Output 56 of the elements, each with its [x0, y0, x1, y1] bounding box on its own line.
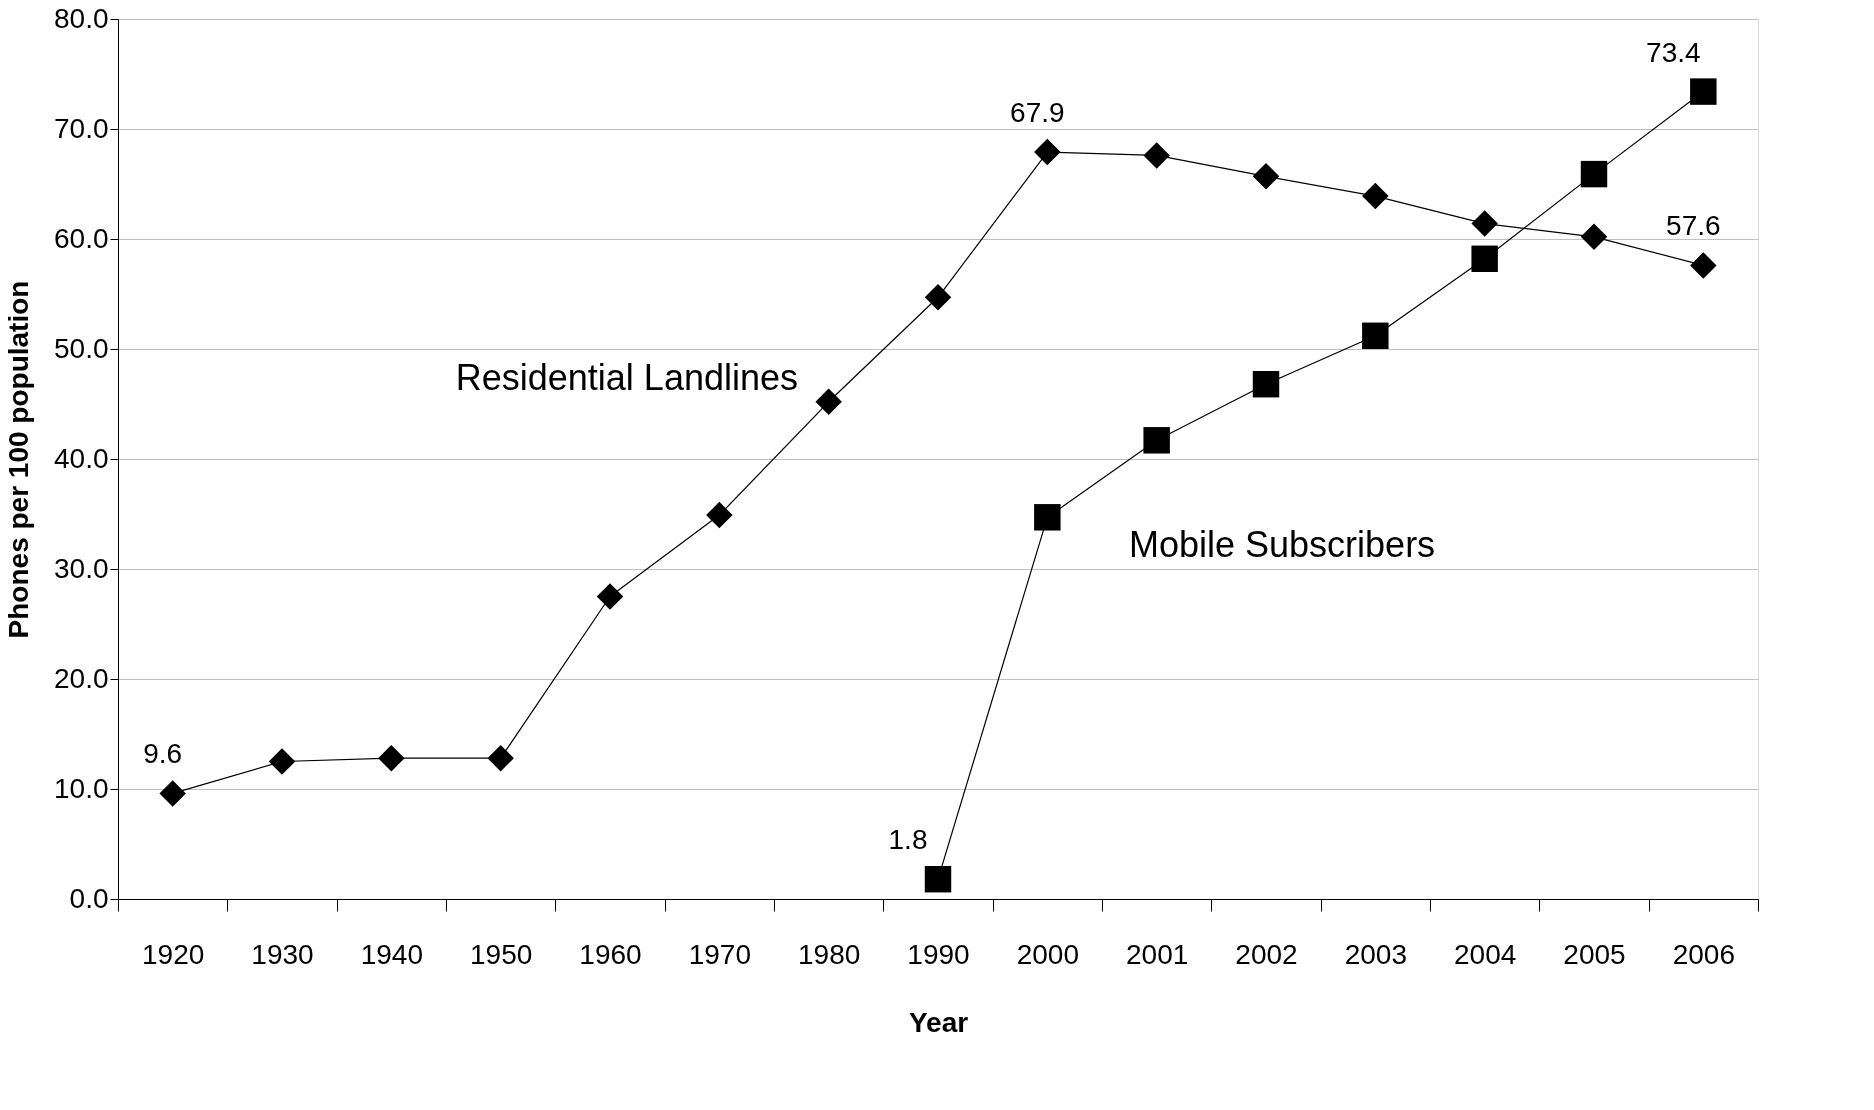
x-tick-label: 1950 — [470, 938, 533, 970]
x-tick-label: 1920 — [142, 938, 205, 970]
point — [378, 744, 405, 772]
point — [1690, 252, 1717, 279]
point — [1252, 163, 1280, 190]
point — [159, 780, 186, 807]
x-tick-label: 2000 — [1016, 938, 1079, 970]
point — [1362, 182, 1389, 210]
x-tick-label: 2001 — [1126, 938, 1189, 970]
y-tick-label: 70.0 — [54, 112, 109, 144]
point — [1580, 160, 1608, 188]
data-label: 73.4 — [1646, 36, 1701, 68]
y-tick-label: 20.0 — [54, 662, 109, 694]
series-label: Mobile Subscribers — [1129, 524, 1436, 565]
y-tick-label: 50.0 — [54, 332, 109, 364]
point — [487, 744, 514, 772]
x-tick-label: 1980 — [798, 938, 861, 970]
point — [1471, 210, 1498, 237]
point — [1471, 245, 1498, 273]
y-tick-label: 0.0 — [69, 882, 109, 914]
point — [815, 388, 842, 416]
point — [1252, 370, 1280, 398]
point — [268, 748, 296, 775]
point — [1034, 138, 1061, 166]
x-tick-label: 2005 — [1563, 938, 1626, 970]
data-label: 9.6 — [143, 738, 183, 770]
x-tick-label: 2002 — [1235, 938, 1298, 970]
y-tick-label: 10.0 — [54, 772, 109, 804]
data-label: 1.8 — [888, 824, 928, 856]
y-tick-label: 30.0 — [54, 552, 109, 584]
x-axis-title: Year — [908, 1006, 969, 1038]
point — [1034, 504, 1061, 531]
y-tick-label: 40.0 — [54, 442, 109, 474]
y-tick-label: 80.0 — [54, 2, 109, 34]
x-tick-label: 1990 — [907, 938, 970, 970]
data-label: 57.6 — [1666, 210, 1721, 242]
x-tick-label: 1970 — [688, 938, 751, 970]
point — [1362, 322, 1389, 350]
x-tick-label: 1930 — [251, 938, 314, 970]
x-tick-label: 2006 — [1672, 938, 1735, 970]
point — [924, 865, 952, 893]
point — [1580, 223, 1608, 251]
x-tick-label: 1940 — [360, 938, 423, 970]
point — [924, 284, 952, 311]
point — [1143, 427, 1170, 454]
point — [596, 583, 624, 610]
y-tick-label: 60.0 — [54, 222, 109, 254]
point — [1143, 142, 1170, 169]
x-tick-label: 1960 — [579, 938, 642, 970]
point — [706, 501, 733, 529]
series-label: Residential Landlines — [455, 357, 798, 398]
x-tick-label: 2004 — [1454, 938, 1517, 970]
point — [1690, 78, 1717, 105]
y-axis-title: Phones per 100 population — [3, 280, 34, 639]
data-label: 67.9 — [1010, 97, 1065, 129]
x-tick-label: 2003 — [1344, 938, 1407, 970]
